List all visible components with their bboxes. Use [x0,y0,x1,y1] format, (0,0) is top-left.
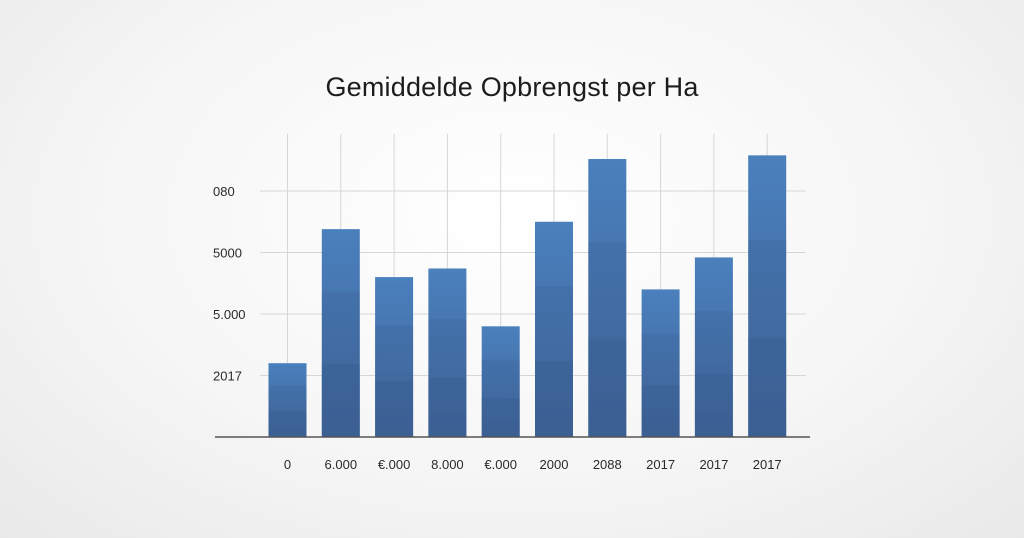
bars [268,155,787,437]
bar-segment [748,338,787,437]
bar-rect [321,229,360,437]
x-tick-label: 0 [284,457,291,472]
bar-segment [321,364,360,437]
bar-rect [428,268,467,437]
bar [428,268,467,437]
x-tick-label: 6.000 [325,457,358,472]
bar-rect [694,257,733,437]
bar [588,159,627,437]
bar-segment [268,385,307,437]
bar-segment [375,381,414,437]
bar-segment [268,411,307,437]
bar-segment [641,333,680,437]
bar-segment [588,339,627,437]
x-tick-label: €.000 [378,457,411,472]
bar-rect [535,221,573,437]
x-tick-label: 2017 [646,457,675,472]
x-tick-labels: 0 6.000 €.000 8.000 €.000 2000 2088 2017 2017 201… [284,457,782,472]
y-tick-label: 2017 [213,369,242,384]
bar-rect [641,289,680,437]
bar-segment [748,239,787,437]
bar-segment [694,374,733,437]
chart-title: Gemiddelde Opbrengst per Ha [325,72,699,102]
x-tick-label: 2017 [699,457,728,472]
bar-segment [428,319,467,437]
y-tick-labels: 2017 5.000 5000 080 [213,184,246,384]
bar [375,277,414,437]
bar [694,257,733,437]
bar-segment [428,378,467,437]
x-tick-label: 2000 [540,457,569,472]
bar-segment [535,286,573,437]
bar-segment [321,291,360,437]
bar-rect [588,159,627,437]
bar [321,229,360,437]
bar [481,326,520,437]
x-tick-label: 8.000 [431,457,464,472]
bar-rect [748,155,787,437]
x-tick-label: €.000 [484,457,517,472]
bar-segment [694,311,733,437]
bar [641,289,680,437]
bar-segment [481,359,520,437]
bar-segment [535,361,573,437]
x-tick-label: 2088 [593,457,622,472]
bar [535,221,573,437]
y-tick-label: 080 [213,184,235,199]
bar-segment [375,325,414,437]
bar-segment [641,385,680,437]
bar-segment [588,242,627,437]
bar-rect [481,326,520,437]
bar [748,155,787,437]
y-tick-label: 5.000 [213,307,246,322]
bar [268,363,307,437]
x-tick-label: 2017 [753,457,782,472]
bar-rect [375,277,414,437]
y-tick-label: 5000 [213,246,242,261]
bar-rect [268,363,307,437]
bar-segment [481,398,520,437]
